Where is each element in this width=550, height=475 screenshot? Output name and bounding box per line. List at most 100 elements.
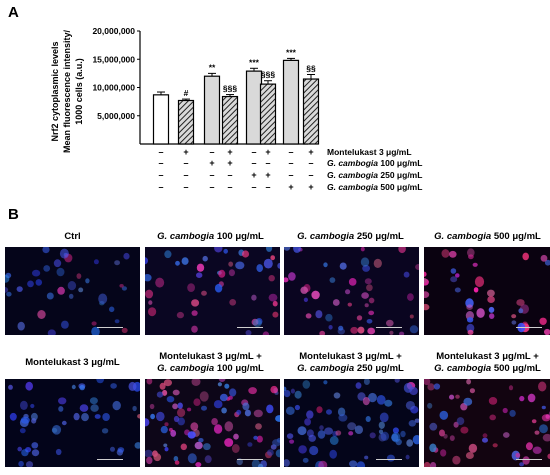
cell [55, 448, 62, 456]
cell [145, 289, 154, 299]
bar [177, 99, 195, 145]
cell [145, 257, 148, 265]
condition-label: G. cambogia 100 μg/mL [327, 158, 422, 168]
cell [306, 410, 314, 419]
condition-mark: – [158, 147, 163, 157]
cell [440, 449, 447, 457]
condition-label: G. cambogia 250 μg/mL [327, 170, 422, 180]
cell [298, 445, 307, 454]
cell [359, 328, 364, 333]
cell [348, 431, 354, 436]
cell [332, 299, 340, 306]
cell [137, 414, 140, 419]
cell [362, 264, 370, 272]
y-tick-label: 15,000,000 [92, 54, 135, 64]
cell [347, 422, 357, 431]
cell [5, 287, 9, 293]
cell [364, 278, 372, 285]
bar [203, 75, 221, 145]
condition-mark: + [308, 182, 313, 192]
cell [365, 416, 371, 422]
cell [467, 329, 474, 335]
cell [407, 293, 414, 301]
condition-mark: – [288, 147, 293, 157]
cell [94, 414, 101, 419]
cell [253, 409, 263, 418]
cell [326, 409, 332, 415]
cell [52, 425, 62, 435]
cell [366, 319, 373, 324]
condition-mark: – [183, 170, 188, 180]
cell [76, 273, 82, 279]
cell [455, 273, 460, 278]
cell [303, 297, 308, 302]
condition-mark: + [251, 170, 256, 180]
condition-mark: – [227, 170, 232, 180]
cell [121, 286, 127, 291]
cell [350, 326, 359, 334]
cell [300, 286, 308, 294]
cell [403, 271, 410, 278]
cell [272, 311, 279, 318]
cell [263, 258, 273, 269]
micrograph-title-ctrl: Ctrl [64, 231, 81, 242]
cell [79, 404, 89, 412]
cell [487, 289, 495, 297]
scale-bar [97, 327, 123, 328]
condition-mark: – [209, 170, 214, 180]
cell [360, 257, 370, 267]
cell [266, 404, 274, 414]
cell [466, 317, 474, 323]
cell [368, 297, 375, 304]
cell [476, 308, 485, 318]
cell [430, 462, 437, 467]
cell [356, 315, 363, 321]
cell [155, 277, 165, 288]
cell [256, 435, 263, 443]
micrograph-mk-gc500 [424, 379, 550, 467]
cell [170, 429, 177, 437]
cell [262, 331, 270, 335]
cell [145, 449, 153, 458]
cell [364, 303, 369, 308]
bar [221, 95, 239, 145]
cell [223, 248, 228, 254]
cell [284, 459, 290, 467]
cell [354, 425, 363, 434]
micrograph-ctrl [5, 247, 140, 335]
cell [256, 264, 263, 273]
cell [251, 318, 259, 326]
cell [73, 412, 80, 421]
cell [424, 271, 427, 277]
significance-marker: ** [209, 62, 216, 72]
cell [31, 442, 39, 449]
cell [145, 274, 152, 282]
cell [509, 409, 516, 417]
cell [424, 278, 427, 283]
cell [202, 255, 208, 262]
cell [466, 379, 471, 385]
cell [172, 389, 180, 396]
cell [18, 460, 24, 467]
cell [78, 287, 84, 293]
cell [145, 418, 150, 427]
cell [454, 287, 461, 293]
cell [177, 402, 183, 409]
cell [187, 453, 197, 464]
cell [294, 390, 302, 399]
cell [163, 443, 168, 448]
cell [112, 400, 121, 411]
cell [102, 413, 110, 421]
cell [544, 259, 550, 266]
cell [148, 300, 153, 305]
cell [456, 417, 465, 426]
cell [8, 384, 13, 390]
significance-marker: §§ [306, 64, 316, 74]
cell [164, 250, 172, 259]
cell [181, 257, 189, 265]
cell [492, 443, 498, 448]
micrograph-title-gc100: G. cambogia 100 μg/mL [157, 231, 264, 242]
cell [317, 430, 326, 439]
cell [450, 268, 457, 274]
cell [253, 435, 258, 440]
